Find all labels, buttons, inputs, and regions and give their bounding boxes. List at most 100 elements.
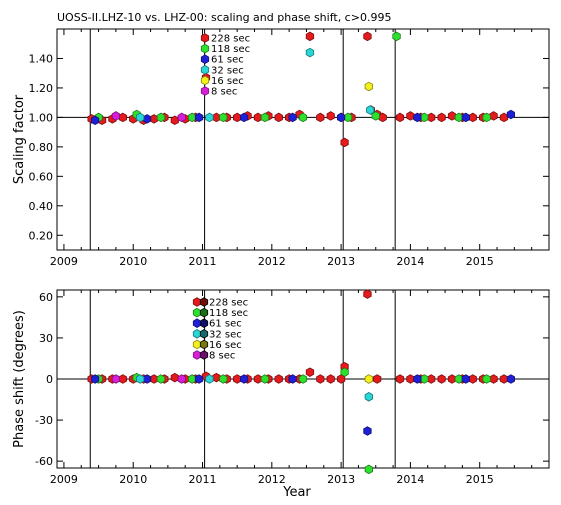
data-point-8-sec bbox=[111, 111, 120, 121]
data-point-228-sec bbox=[395, 374, 405, 384]
data-point-61-sec bbox=[142, 114, 152, 124]
chart-title: UOSS-II.LHZ-10 vs. LHZ-00: scaling and p… bbox=[57, 11, 391, 24]
legend-label: 118 sec bbox=[209, 308, 248, 319]
legend-marker bbox=[200, 43, 210, 54]
legend-label: 32 sec bbox=[211, 65, 244, 76]
legend-marker bbox=[192, 307, 202, 318]
y-tick-label: 0 bbox=[46, 373, 53, 386]
data-point-16-sec bbox=[364, 374, 374, 384]
data-point-118-sec bbox=[482, 112, 491, 123]
data-point-228-sec bbox=[118, 374, 127, 384]
x-tick-label: 2014 bbox=[396, 473, 424, 486]
legend-marker bbox=[200, 33, 210, 43]
legend-label: 16 sec bbox=[209, 340, 242, 351]
data-point-228-sec bbox=[468, 374, 477, 384]
data-point-32-sec bbox=[135, 374, 145, 384]
data-point-32-sec bbox=[135, 112, 145, 123]
legend-label: 61 sec bbox=[211, 55, 244, 66]
legend-label: 61 sec bbox=[209, 319, 242, 330]
data-point-118-sec bbox=[298, 374, 308, 384]
data-point-118-sec bbox=[343, 112, 353, 123]
data-point-118-sec bbox=[260, 112, 270, 123]
legend-marker bbox=[192, 297, 202, 307]
data-point-228-sec bbox=[212, 112, 221, 123]
data-point-228-sec bbox=[406, 111, 415, 121]
legend-marker bbox=[200, 86, 210, 96]
data-point-228-sec bbox=[274, 112, 283, 123]
data-point-61-sec bbox=[288, 112, 297, 123]
data-point-228-sec bbox=[406, 374, 415, 384]
legend-marker bbox=[199, 339, 209, 350]
data-point-228-sec bbox=[363, 289, 372, 299]
data-point-228-sec bbox=[326, 111, 335, 121]
data-point-8-sec bbox=[111, 374, 120, 384]
y-tick-label: -60 bbox=[35, 455, 53, 468]
data-point-61-sec bbox=[336, 112, 346, 123]
data-point-61-sec bbox=[413, 374, 422, 384]
data-point-118-sec bbox=[371, 111, 380, 121]
scaling-factor-panel: 0.20 0.40 0.60 0.80 1.00 1.20 1.40 2009 2010 2011… bbox=[12, 28, 550, 268]
data-point-228-sec bbox=[305, 367, 315, 377]
data-point-228-sec bbox=[437, 112, 446, 123]
legend-marker bbox=[192, 329, 202, 339]
legend-marker bbox=[192, 350, 202, 360]
data-point-228-sec bbox=[253, 374, 263, 384]
phase-shift-panel: -60 -30 0 30 60 2009 2010 2011 2012 2013 2014 2015 P… bbox=[12, 289, 550, 500]
x-tick-label: 2015 bbox=[466, 255, 494, 268]
y-tick-label: 60 bbox=[39, 291, 53, 304]
data-point-61-sec bbox=[142, 374, 152, 384]
data-point-61-sec bbox=[91, 115, 100, 126]
plot-frame bbox=[56, 28, 550, 251]
data-point-228-sec bbox=[489, 374, 498, 384]
data-point-61-sec bbox=[363, 426, 372, 436]
data-point-228-sec bbox=[118, 112, 127, 123]
legend-marker bbox=[199, 329, 209, 339]
data-point-228-sec bbox=[378, 112, 387, 123]
data-point-118-sec bbox=[219, 374, 228, 384]
data-point-61-sec bbox=[239, 112, 249, 123]
legend-label: 8 sec bbox=[211, 87, 237, 98]
data-point-228-sec bbox=[253, 112, 263, 123]
legend-marker bbox=[200, 75, 210, 86]
legend-marker bbox=[199, 350, 209, 360]
data-point-228-sec bbox=[363, 31, 372, 42]
y-tick-label: 0.60 bbox=[29, 170, 54, 183]
x-tick-label: 2011 bbox=[189, 255, 217, 268]
data-point-228-sec bbox=[274, 374, 283, 384]
legend-marker bbox=[199, 318, 209, 328]
legend-marker bbox=[200, 65, 210, 75]
x-tick-label: 2009 bbox=[50, 473, 78, 486]
data-point-228-sec bbox=[437, 374, 446, 384]
data-point-118-sec bbox=[364, 464, 374, 475]
data-point-228-sec bbox=[212, 372, 221, 383]
data-point-118-sec bbox=[392, 31, 401, 42]
x-tick-label: 2014 bbox=[396, 255, 424, 268]
x-tick-label: 2010 bbox=[119, 255, 147, 268]
legend-marker bbox=[199, 297, 209, 307]
data-point-228-sec bbox=[468, 112, 477, 123]
data-point-118-sec bbox=[420, 374, 429, 384]
x-tick-label: 2012 bbox=[258, 473, 286, 486]
legend-label: 32 sec bbox=[209, 329, 242, 340]
data-point-61-sec bbox=[91, 374, 100, 384]
legend-marker bbox=[192, 339, 202, 350]
x-tick-label: 2011 bbox=[189, 473, 217, 486]
legend-label: 118 sec bbox=[211, 44, 250, 55]
data-point-118-sec bbox=[454, 374, 464, 384]
data-point-8-sec bbox=[177, 112, 186, 123]
y-tick-label: 0.40 bbox=[29, 200, 54, 213]
data-point-61-sec bbox=[288, 374, 297, 384]
legend-marker bbox=[200, 54, 210, 64]
data-point-118-sec bbox=[156, 112, 166, 123]
data-point-16-sec bbox=[364, 81, 374, 92]
data-point-32-sec bbox=[205, 374, 214, 384]
data-point-228-sec bbox=[427, 112, 436, 123]
x-axis-label: Year bbox=[282, 485, 311, 500]
data-point-228-sec bbox=[336, 374, 346, 384]
data-point-32-sec bbox=[205, 112, 214, 123]
y-axis-label: Phase shift (degrees) bbox=[12, 310, 27, 448]
data-point-32-sec bbox=[305, 47, 315, 58]
data-point-228-sec bbox=[427, 374, 436, 384]
data-point-118-sec bbox=[482, 374, 491, 384]
data-point-228-sec bbox=[149, 374, 159, 384]
